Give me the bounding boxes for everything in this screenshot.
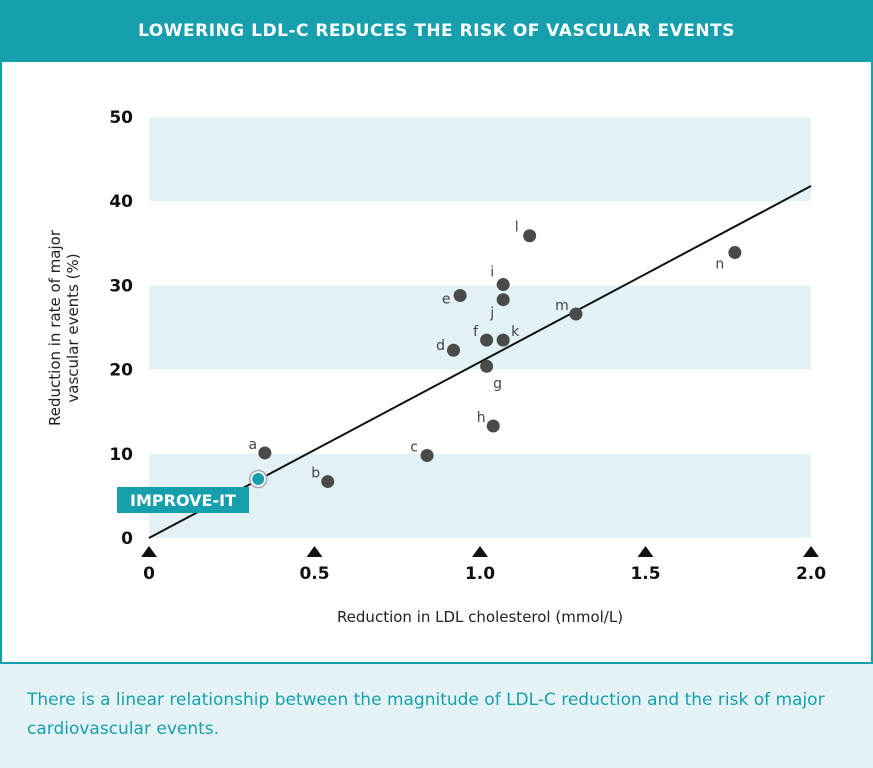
data-point-b — [321, 475, 335, 489]
x-tick-marker — [306, 546, 323, 557]
y-tick-label: 30 — [109, 276, 133, 296]
data-point-i — [496, 278, 510, 292]
chart-title-bar: LOWERING LDL-C REDUCES THE RISK OF VASCU… — [0, 0, 873, 62]
data-point-label: m — [555, 298, 569, 314]
x-tick-label: 2.0 — [796, 564, 826, 584]
data-point-label: n — [715, 257, 724, 273]
data-point-label: c — [410, 439, 418, 455]
x-tick-label: 1.5 — [630, 564, 660, 584]
data-point-label: h — [477, 410, 486, 426]
band — [149, 285, 811, 370]
data-point-label: g — [493, 376, 502, 392]
x-tick-marker — [472, 546, 488, 557]
highlight-point — [252, 473, 265, 486]
data-point-k — [496, 333, 510, 347]
chart-title: LOWERING LDL-C REDUCES THE RISK OF VASCU… — [138, 21, 735, 41]
data-point-label: e — [442, 292, 451, 308]
y-tick-label: 20 — [109, 361, 133, 381]
data-point-label: i — [490, 265, 494, 281]
y-tick-label: 40 — [109, 192, 133, 212]
data-point-e — [453, 289, 467, 303]
data-point-label: l — [515, 220, 519, 236]
y-tick-label: 0 — [121, 529, 133, 549]
highlight-label-box — [117, 487, 249, 513]
data-point-j — [496, 293, 510, 307]
y-tick-label: 10 — [109, 445, 133, 465]
data-point-label: f — [473, 324, 479, 340]
band — [149, 117, 811, 202]
x-tick-label: 0 — [143, 564, 155, 584]
data-point-f — [480, 333, 494, 347]
y-axis-label-line2: vascular events (%) — [64, 253, 82, 402]
x-tick-marker — [141, 546, 157, 557]
data-point-l — [523, 229, 537, 243]
data-point-label: a — [249, 437, 258, 453]
data-point-c — [420, 448, 434, 462]
x-tick-label: 0.5 — [299, 564, 329, 584]
data-point-m — [569, 307, 583, 321]
data-point-label: j — [489, 306, 494, 322]
data-point-h — [486, 419, 500, 433]
data-point-label: k — [511, 324, 520, 340]
x-tick-marker — [803, 546, 819, 557]
data-point-n — [728, 246, 742, 260]
data-point-label: b — [311, 466, 320, 482]
x-tick-label: 1.0 — [465, 564, 495, 584]
band — [149, 453, 811, 538]
data-point-a — [258, 446, 272, 460]
data-point-label: d — [436, 338, 445, 354]
x-tick-marker — [637, 546, 654, 557]
y-tick-label: 50 — [109, 108, 133, 128]
data-point-g — [480, 359, 494, 373]
data-point-d — [447, 343, 461, 357]
y-axis-label-line1: Reduction in rate of major — [46, 229, 64, 426]
highlight-label: IMPROVE-IT — [130, 491, 236, 510]
caption: There is a linear relationship between t… — [27, 690, 825, 739]
x-axis-label: Reduction in LDL cholesterol (mmol/L) — [337, 608, 623, 626]
